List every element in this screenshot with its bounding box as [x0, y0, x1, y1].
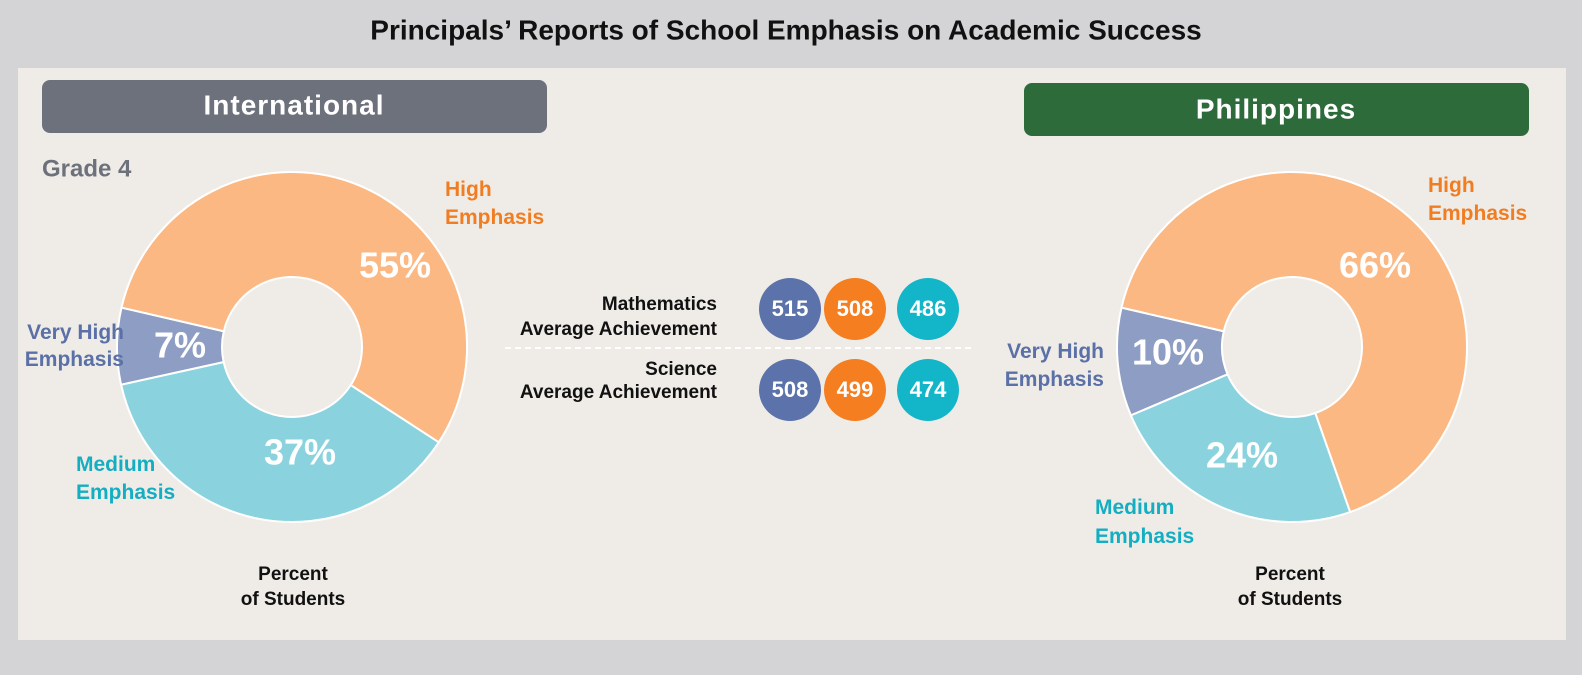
score-value: 515 — [772, 296, 809, 321]
chart-title: International — [203, 89, 384, 120]
category-label: Very High Emphasis — [1005, 340, 1104, 391]
value-label: 7% — [154, 325, 206, 366]
value-label: 55% — [359, 245, 431, 286]
page-title: Principals’ Reports of School Emphasis o… — [370, 14, 1201, 45]
value-label: 24% — [1206, 435, 1278, 476]
category-label: High Emphasis — [1428, 174, 1527, 225]
value-label: 37% — [264, 432, 336, 473]
header-bar — [42, 80, 547, 133]
category-label-line: Emphasis — [445, 206, 544, 229]
header-bar — [1024, 83, 1529, 136]
chart-title: Philippines — [1196, 93, 1356, 124]
category-label-line: Very High — [27, 321, 124, 344]
score-value: 474 — [910, 377, 947, 402]
axis-label-line: Percent — [258, 564, 328, 585]
score-dot — [759, 278, 821, 340]
score-dot — [897, 278, 959, 340]
category-label-line: Emphasis — [1005, 368, 1104, 391]
row-label-line: Science — [645, 359, 717, 380]
pie-slice — [119, 360, 441, 523]
pie-slice — [1120, 171, 1468, 514]
category-label-line: Very High — [1007, 340, 1104, 363]
row-label-line: Average Achievement — [520, 382, 718, 403]
row-label: Mathematics Average Achievement — [520, 294, 718, 340]
category-label: Very High Emphasis — [25, 321, 124, 371]
category-label-line: Emphasis — [1095, 525, 1194, 548]
pie-slice — [120, 171, 468, 444]
score-value: 499 — [837, 377, 874, 402]
score-dot — [759, 359, 821, 421]
panel — [18, 68, 1566, 640]
axis-label-line: Percent — [1255, 564, 1325, 585]
axis-label-line: of Students — [1238, 589, 1343, 610]
category-label-line: Medium — [76, 453, 155, 476]
category-label-line: High — [445, 178, 492, 201]
score-dot — [897, 359, 959, 421]
category-label-line: Emphasis — [25, 348, 124, 371]
score-value: 508 — [772, 377, 809, 402]
row-label-line: Mathematics — [602, 294, 717, 315]
category-label-line: Medium — [1095, 496, 1174, 519]
category-label: Medium Emphasis — [1095, 496, 1194, 548]
chart-subtitle: Grade 4 — [42, 155, 132, 182]
row-label: Science Average Achievement — [520, 359, 718, 403]
category-label: Medium Emphasis — [76, 453, 175, 504]
category-label-line: Emphasis — [1428, 202, 1527, 225]
pie-slice — [1129, 373, 1352, 523]
score-value: 508 — [837, 296, 874, 321]
value-label: 66% — [1339, 245, 1411, 286]
axis-label: Percent of Students — [241, 564, 346, 610]
category-label-line: Emphasis — [76, 481, 175, 504]
category-label: High Emphasis — [445, 178, 544, 229]
score-dot — [824, 278, 886, 340]
value-label: 10% — [1132, 332, 1204, 373]
axis-label: Percent of Students — [1238, 564, 1343, 610]
score-dot — [824, 359, 886, 421]
row-label-line: Average Achievement — [520, 319, 718, 340]
axis-label-line: of Students — [241, 589, 346, 610]
category-label-line: High — [1428, 174, 1475, 197]
score-value: 486 — [910, 296, 947, 321]
